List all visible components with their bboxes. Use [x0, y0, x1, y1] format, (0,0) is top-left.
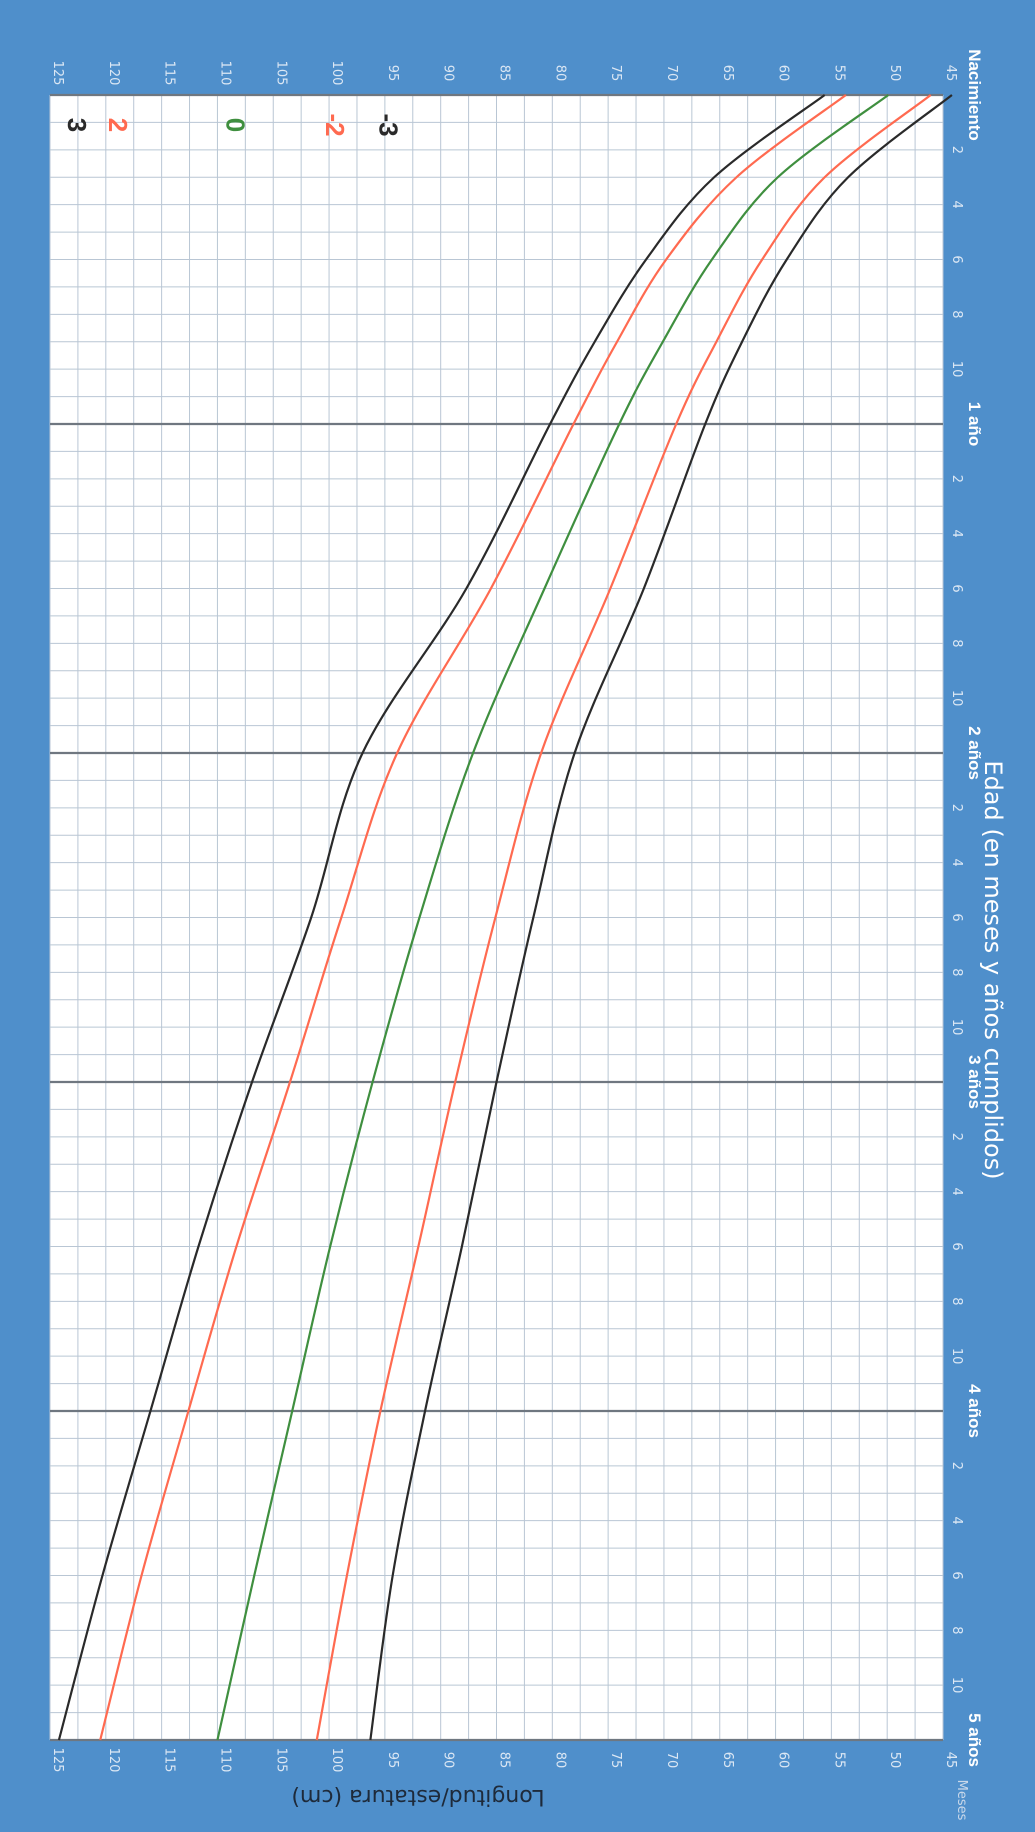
curve-sd-3 — [57, 94, 826, 1741]
age-month-label: 8 — [949, 639, 964, 647]
age-month-label: 6 — [949, 255, 964, 263]
height-tick-label: 90 — [441, 1752, 456, 1769]
height-tick-label: 60 — [776, 1752, 791, 1769]
grid — [49, 93, 944, 1742]
series-label: 0 — [220, 118, 250, 132]
age-month-label: 4 — [949, 859, 964, 867]
height-tick-label: 55 — [831, 65, 846, 82]
age-month-label: 2 — [949, 146, 964, 154]
age-major-label: 1 año — [965, 402, 984, 446]
height-tick-label: 45 — [943, 65, 958, 82]
height-tick-label: 45 — [943, 1752, 958, 1769]
x-axis-title: Edad (en meses y años cumplidos) — [979, 760, 1007, 1179]
series-label: -2 — [320, 113, 350, 136]
axis-titles: Edad (en meses y años cumplidos) Longitu… — [291, 760, 1007, 1820]
y-axis-title: Longitud/estatura (cm) — [291, 1784, 544, 1809]
height-tick-label: 125 — [50, 1748, 65, 1773]
age-major-label: 5 años — [965, 1713, 984, 1767]
height-tick-label: 70 — [664, 65, 679, 82]
height-tick-label: 115 — [162, 1748, 177, 1773]
age-month-label: 8 — [949, 1626, 964, 1634]
age-month-label: 4 — [949, 530, 964, 538]
height-tick-label: 105 — [273, 1748, 288, 1773]
meses-label: Meses — [954, 1780, 969, 1821]
height-tick-label: 95 — [385, 1752, 400, 1769]
height-tick-label: 65 — [720, 65, 735, 82]
age-month-label: 2 — [949, 1133, 964, 1141]
height-tick-label: 105 — [273, 61, 288, 86]
height-tick-label: 90 — [441, 65, 456, 82]
height-tick-label: 120 — [106, 1748, 121, 1773]
age-month-label: 6 — [949, 913, 964, 921]
age-major-label: 3 años — [965, 1055, 984, 1109]
height-tick-label: 125 — [50, 61, 65, 86]
series-label: -3 — [373, 113, 403, 136]
height-tick-label: 100 — [329, 61, 344, 86]
height-tick-label: 70 — [664, 1752, 679, 1769]
age-major-label: Nacimiento — [965, 49, 984, 141]
age-month-label: 10 — [949, 1677, 964, 1694]
age-month-label: 4 — [949, 201, 964, 209]
height-tick-label: 100 — [329, 1748, 344, 1773]
age-month-label: 2 — [949, 1462, 964, 1470]
age-month-label: 8 — [949, 310, 964, 318]
curve-sd-0 — [216, 94, 889, 1741]
height-tick-label: 75 — [608, 65, 623, 82]
age-major-label: 2 años — [965, 726, 984, 780]
height-tick-label: 85 — [497, 1752, 512, 1769]
height-tick-label: 65 — [720, 1752, 735, 1769]
height-tick-label: 110 — [217, 61, 232, 86]
curves — [57, 94, 953, 1741]
height-tick-label: 110 — [217, 1748, 232, 1773]
height-tick-label: 60 — [776, 65, 791, 82]
height-tick-label: 50 — [887, 1752, 902, 1769]
curve-sd--2 — [315, 94, 932, 1741]
age-month-label: 10 — [949, 361, 964, 378]
height-tick-label: 80 — [552, 1752, 567, 1769]
age-month-label: 4 — [949, 1188, 964, 1196]
curve-sd--3 — [369, 94, 953, 1741]
age-month-label: 10 — [949, 690, 964, 707]
series-label: 3 — [62, 118, 92, 132]
height-tick-label: 55 — [831, 1752, 846, 1769]
age-major-label: 4 años — [965, 1384, 984, 1438]
height-tick-label: 95 — [385, 65, 400, 82]
height-tick-label: 85 — [497, 65, 512, 82]
height-tick-label: 75 — [608, 1752, 623, 1769]
height-tick-label: 50 — [887, 65, 902, 82]
tick-labels: 4545505055556060656570707575808085859090… — [50, 49, 984, 1772]
age-month-label: 10 — [949, 1019, 964, 1036]
height-tick-label: 80 — [552, 65, 567, 82]
height-tick-label: 115 — [162, 61, 177, 86]
age-month-label: 10 — [949, 1348, 964, 1365]
curve-sd-2 — [99, 94, 847, 1741]
age-month-label: 8 — [949, 1297, 964, 1305]
age-month-label: 4 — [949, 1517, 964, 1525]
age-month-label: 6 — [949, 1242, 964, 1250]
series-label: 2 — [103, 118, 133, 132]
height-tick-label: 120 — [106, 61, 121, 86]
age-month-label: 2 — [949, 475, 964, 483]
age-month-label: 2 — [949, 804, 964, 812]
series-labels: 3 2 0 -2 -3 — [62, 113, 403, 136]
age-month-label: 8 — [949, 968, 964, 976]
age-month-label: 6 — [949, 584, 964, 592]
age-month-label: 6 — [949, 1571, 964, 1579]
